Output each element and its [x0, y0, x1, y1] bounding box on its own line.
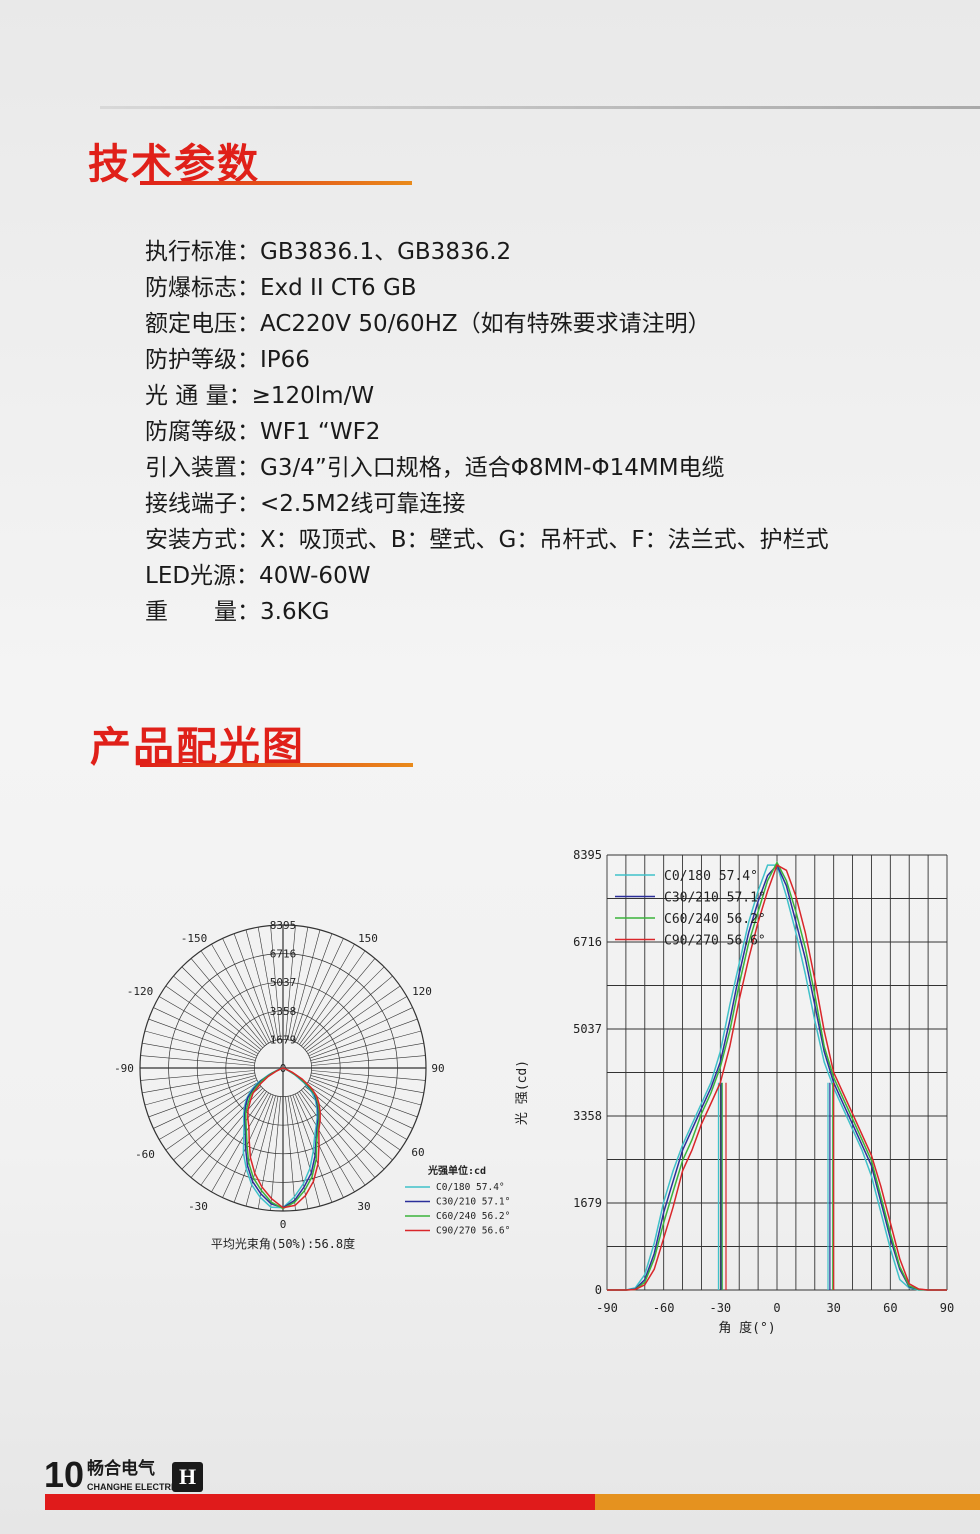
polar-ring	[254, 1039, 312, 1097]
polar-angle-label: 30	[357, 1200, 370, 1213]
y-tick-label: 5037	[573, 1022, 602, 1036]
y-tick-label: 0	[595, 1283, 602, 1297]
x-tick-label: -30	[709, 1301, 731, 1315]
spec-terminal: 接线端子：<2.5M2线可靠连接	[145, 491, 466, 517]
spec-mounting: 安装方式：X：吸顶式、B：壁式、G：吊杆式、F：法兰式、护栏式	[145, 527, 829, 553]
legend-label: C90/270 56.6°	[664, 934, 766, 949]
legend-label: C60/240 56.2°	[664, 912, 766, 927]
x-tick-label: -90	[596, 1301, 618, 1315]
series-line-C90-270	[607, 864, 947, 1291]
x-tick-label: 30	[826, 1301, 840, 1315]
polar-ring	[225, 1010, 341, 1126]
polar-legend-label: C0/180 57.4°	[436, 1182, 505, 1193]
x-tick-label: 60	[883, 1301, 897, 1315]
spec-entry: 引入装置：G3/4”引入口规格，适合Φ8MM-Φ14MM电缆	[145, 455, 725, 481]
top-divider	[100, 106, 980, 109]
polar-radial-tick: 8395	[270, 919, 297, 932]
polar-series-C0-180	[242, 1067, 318, 1209]
polar-angle-label: 0	[280, 1218, 287, 1231]
polar-radial-tick: 1679	[270, 1033, 297, 1046]
polar-legend-label: C60/240 56.2°	[436, 1211, 510, 1222]
polar-angle-label: 90	[431, 1062, 444, 1075]
polar-series-C60-240	[245, 1067, 320, 1210]
polar-radial-tick: 5037	[270, 976, 297, 989]
spec-standard: 执行标准：GB3836.1、GB3836.2	[145, 239, 512, 265]
polar-ring	[139, 924, 427, 1212]
polar-ring	[196, 981, 370, 1155]
x-axis-label: 角 度(°)	[718, 1320, 775, 1336]
polar-angle-label: 60	[411, 1146, 424, 1159]
spec-weight: 重 量：3.6KG	[145, 599, 330, 625]
series-line-C60-240	[607, 860, 947, 1291]
polar-legend-label: C90/270 56.6°	[436, 1226, 510, 1237]
y-tick-label: 6716	[573, 935, 602, 949]
polar-ring	[168, 953, 398, 1183]
polar-angle-label: 120	[412, 985, 432, 998]
polar-angle-label: -150	[181, 932, 208, 945]
section-underline	[140, 181, 412, 185]
polar-light-distribution-chart: 0167933585037671683950306090120150-150-1…	[114, 919, 510, 1251]
y-tick-label: 1679	[573, 1196, 602, 1210]
y-axis-label: 光 强(cd)	[515, 1060, 530, 1125]
polar-unit-label: 光强单位:cd	[427, 1164, 486, 1177]
section-title-specs: 技术参数	[88, 140, 260, 188]
spec-protection: 防护等级：IP66	[145, 347, 310, 373]
cartesian-light-distribution-chart: 0 1679 3358 5037 6716 8395 -90 -60 -30 0 30 60 90 角 度…	[515, 848, 954, 1336]
spec-led-source: LED光源：40W-60W	[145, 563, 371, 589]
spec-voltage: 额定电压：AC220V 50/60HZ（如有特殊要求请注明）	[145, 311, 711, 337]
spec-explosion-mark: 防爆标志：Exd II CT6 GB	[145, 275, 417, 301]
spec-anticorrosion: 防腐等级：WF1 “WF2	[145, 419, 381, 445]
polar-caption: 平均光束角(50%):56.8度	[211, 1236, 355, 1251]
brand-logo: H	[172, 1462, 203, 1492]
brand-name-cn: 畅合电气	[87, 1459, 155, 1479]
footer-bar-orange	[595, 1494, 980, 1510]
spec-luminous-flux: 光 通 量：≥120lm/W	[145, 383, 375, 409]
polar-legend-label: C30/210 57.1°	[436, 1197, 510, 1208]
section-underline	[140, 763, 413, 767]
polar-radial-tick: 3358	[270, 1005, 297, 1018]
polar-angle-label: -120	[127, 985, 154, 998]
x-tick-label: 0	[773, 1301, 780, 1315]
polar-radial-tick: 6716	[270, 948, 297, 961]
polar-angle-label: -30	[188, 1200, 208, 1213]
brand-name-en: CHANGHE ELECTRIC	[87, 1482, 181, 1492]
legend-label: C30/210 57.1°	[664, 891, 766, 906]
polar-angle-label: -60	[135, 1148, 155, 1161]
polar-series-C90-270	[247, 1067, 321, 1209]
footer-bar-red	[45, 1494, 595, 1510]
page-number: 10	[44, 1454, 85, 1495]
y-tick-label: 3358	[573, 1109, 602, 1123]
spec-list: 执行标准：GB3836.1、GB3836.2 防爆标志：Exd II CT6 G…	[145, 234, 829, 630]
x-tick-label: -60	[653, 1301, 675, 1315]
y-tick-label: 8395	[573, 848, 602, 862]
x-tick-label: 90	[940, 1301, 954, 1315]
legend-label: C0/180 57.4°	[664, 869, 758, 884]
polar-angle-label: 150	[358, 932, 378, 945]
polar-angle-label: -90	[114, 1062, 134, 1075]
